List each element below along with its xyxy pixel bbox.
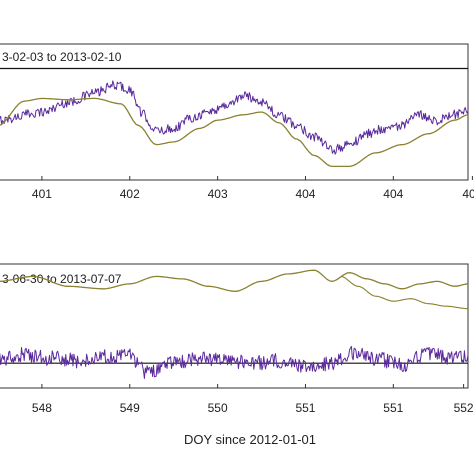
chart-panel-top: 3-02-03 to 2013-02-10 401 402 403 404 404 405 (0, 43, 474, 201)
series-top (0, 67, 469, 168)
x-ticks-bottom: 548 549 550 551 551 552 (32, 384, 474, 415)
x-tick-label: 550 (208, 401, 228, 415)
series-line-measured (0, 345, 469, 379)
plot-frame-top (0, 43, 469, 181)
x-axis-label: DOY since 2012-01-01 (184, 432, 316, 447)
x-tick-label: 404 (383, 187, 403, 201)
x-tick-label: 552 (454, 401, 474, 415)
x-tick-label: 551 (383, 401, 403, 415)
x-tick-label: 401 (32, 187, 52, 201)
x-tick-label: 405 (462, 187, 474, 201)
panel-date-range-bottom: 3-06-30 to 2013-07-07 (2, 272, 122, 286)
x-tick-label: 403 (208, 187, 228, 201)
plot-frame-bottom (0, 263, 469, 389)
series-line-model (0, 269, 469, 292)
series-line-measured (0, 80, 469, 155)
panel-date-range-top: 3-02-03 to 2013-02-10 (2, 50, 122, 64)
x-ticks-top: 401 402 403 404 404 405 (32, 176, 474, 201)
x-tick-label: 404 (295, 187, 315, 201)
chart-panel-bottom: 3-06-30 to 2013-07-07 548 549 550 551 551 552 (0, 263, 474, 415)
x-tick-label: 549 (120, 401, 140, 415)
series-bottom (0, 269, 469, 379)
x-tick-label: 402 (120, 187, 140, 201)
series-line-model (0, 97, 469, 168)
series-line-model-secondary (340, 275, 468, 310)
x-tick-label: 548 (32, 401, 52, 415)
x-tick-label: 551 (295, 401, 315, 415)
